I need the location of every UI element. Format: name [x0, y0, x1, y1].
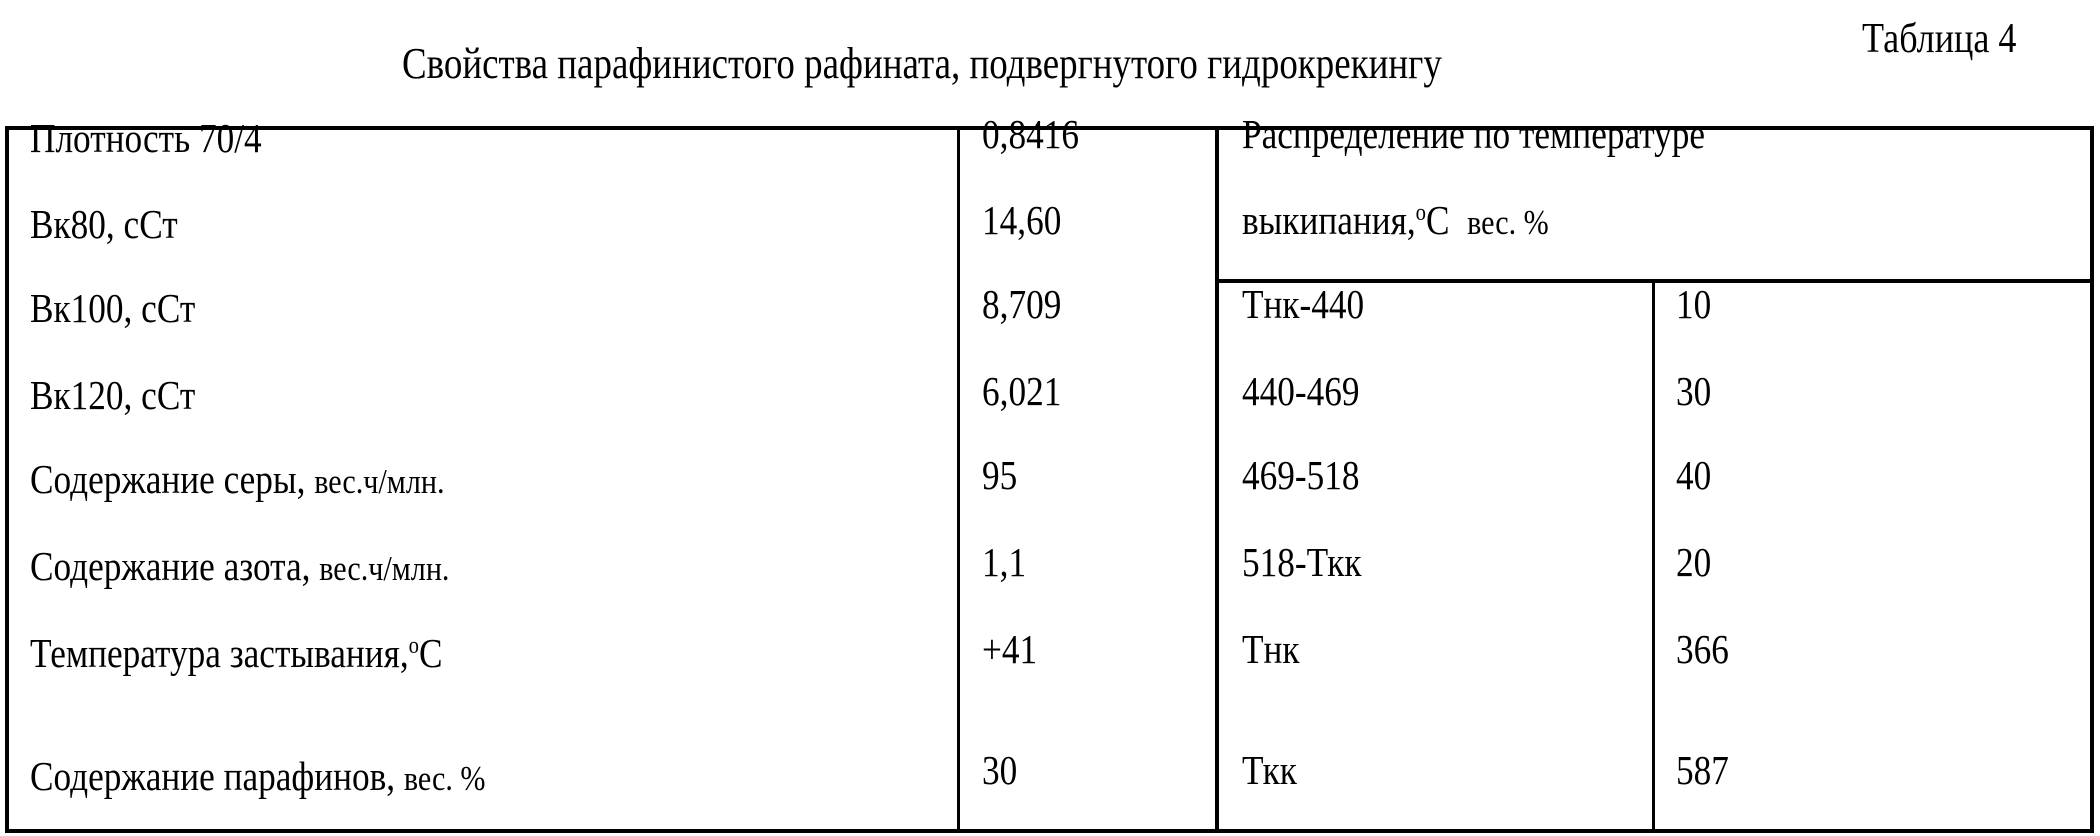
- property-value: 30: [982, 750, 1017, 791]
- property-row: Содержание парафинов, вес. %: [30, 756, 486, 797]
- degree-symbol: o: [409, 633, 419, 659]
- distribution-range: Тнк-440: [1242, 284, 1364, 325]
- degree-symbol: o: [1416, 200, 1426, 226]
- property-unit: вес.ч/млн.: [314, 462, 444, 501]
- distribution-value: 20: [1676, 542, 1711, 583]
- property-value: 1,1: [982, 542, 1026, 583]
- property-row: Содержание азота, вес.ч/млн.: [30, 546, 449, 587]
- distribution-range: 518-Ткк: [1242, 542, 1362, 583]
- property-unit: вес. %: [404, 759, 486, 798]
- table-border-right: [2090, 126, 2094, 833]
- property-unit: вес.ч/млн.: [319, 549, 449, 588]
- distribution-range: Ткк: [1242, 750, 1297, 791]
- property-unit: C: [419, 630, 443, 676]
- property-value: 95: [982, 455, 1017, 496]
- property-value: 6,021: [982, 371, 1061, 412]
- distribution-unit-pct: вес. %: [1467, 203, 1549, 242]
- property-value: 0,8416: [982, 114, 1079, 155]
- distribution-value: 10: [1676, 284, 1711, 325]
- distribution-value: 366: [1676, 629, 1729, 670]
- property-label: Температура застывания,: [30, 630, 409, 676]
- distribution-range: 440-469: [1242, 371, 1360, 412]
- distribution-header-text: выкипания,: [1242, 197, 1416, 243]
- property-label: Вк100, сСт: [30, 288, 195, 329]
- property-label: Содержание азота,: [30, 543, 310, 589]
- property-label: Плотность 70/4: [30, 118, 262, 159]
- column-divider: [1652, 281, 1655, 831]
- distribution-range: Тнк: [1242, 629, 1300, 670]
- column-divider: [1215, 126, 1219, 833]
- property-value: +41: [982, 629, 1037, 670]
- table-title: Свойства парафинистого рафината, подверг…: [402, 42, 1442, 86]
- property-label: Содержание серы,: [30, 456, 305, 502]
- distribution-header-line1: Распределение по температуре: [1242, 114, 1705, 155]
- property-label: Содержание парафинов,: [30, 753, 395, 799]
- distribution-value: 30: [1676, 371, 1711, 412]
- distribution-header-line2: выкипания,oC вес. %: [1242, 200, 1549, 241]
- table-border-bottom: [5, 829, 2094, 833]
- distribution-unit-c: C: [1426, 197, 1450, 243]
- table-border-left: [5, 126, 9, 833]
- property-row: Содержание серы, вес.ч/млн.: [30, 459, 444, 500]
- property-label: Вк120, сСт: [30, 375, 195, 416]
- table-number: Таблица 4: [1862, 18, 2016, 60]
- distribution-value: 40: [1676, 455, 1711, 496]
- distribution-range: 469-518: [1242, 455, 1360, 496]
- property-row: Температура застывания,oC: [30, 633, 443, 674]
- property-value: 8,709: [982, 284, 1061, 325]
- property-value: 14,60: [982, 200, 1061, 241]
- distribution-value: 587: [1676, 750, 1729, 791]
- column-divider: [957, 126, 960, 833]
- property-label: Вк80, сСт: [30, 204, 178, 245]
